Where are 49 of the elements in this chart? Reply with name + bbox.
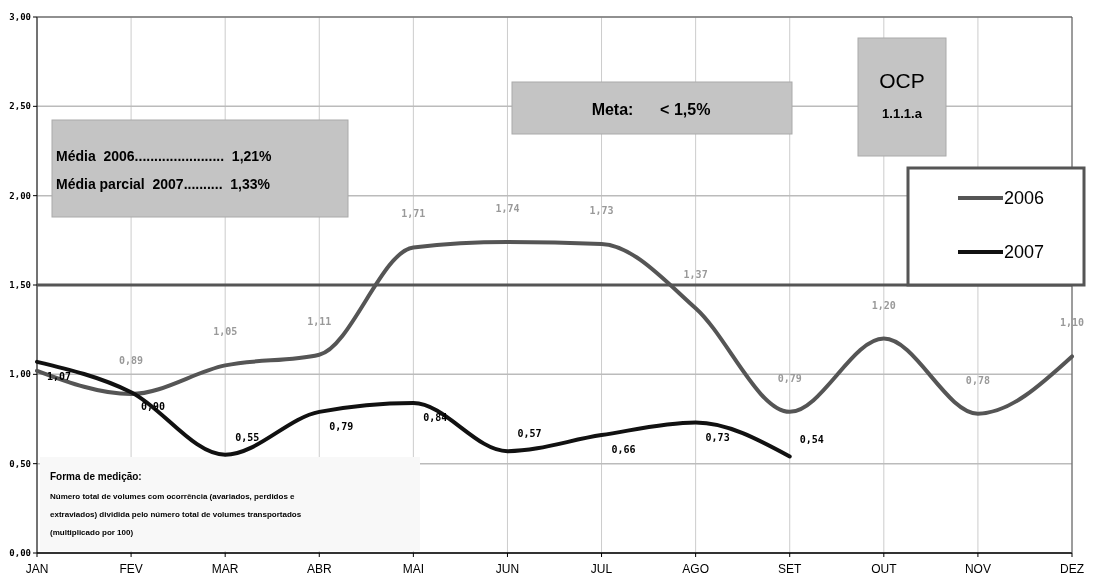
data-label: 0,78 bbox=[965, 374, 990, 386]
data-label: 0,54 bbox=[799, 433, 824, 445]
data-label: 1,20 bbox=[871, 299, 896, 311]
annotation: Número total de volumes com ocorrência (avariados, perdidos e bbox=[50, 492, 296, 501]
data-label: 1,74 bbox=[495, 203, 520, 215]
data-label: 1,71 bbox=[401, 208, 426, 220]
y-tick-label: 3,00 bbox=[9, 12, 31, 23]
data-label: 0,89 bbox=[119, 354, 144, 366]
data-label: 0,57 bbox=[517, 428, 542, 440]
data-label: 1,05 bbox=[213, 326, 238, 338]
text: OCP bbox=[879, 69, 925, 92]
data-label: 1,07 bbox=[46, 370, 72, 382]
annotation: Forma de medição: bbox=[50, 471, 142, 482]
x-tick-label: FEV bbox=[119, 562, 143, 576]
x-tick-label: JUN bbox=[495, 562, 520, 576]
y-tick-label: 1,00 bbox=[9, 369, 31, 380]
data-label: 0,79 bbox=[777, 372, 802, 384]
data-label: 0,66 bbox=[611, 444, 636, 456]
annotation: extraviados) dividida pelo número total de volumes transportados bbox=[50, 510, 302, 519]
x-tick-label: JAN bbox=[25, 562, 49, 576]
data-label: 1,11 bbox=[307, 315, 332, 327]
x-tick-label: NOV bbox=[964, 562, 991, 576]
data-label: 1,73 bbox=[589, 204, 614, 216]
text: 1.1.1.a bbox=[882, 106, 923, 121]
x-tick-label: DEZ bbox=[1060, 562, 1084, 576]
x-tick-label: MAR bbox=[211, 562, 239, 576]
data-label: 0,79 bbox=[329, 420, 354, 432]
y-tick-label: 0,00 bbox=[9, 548, 31, 559]
text-box: Meta: < 1,5% bbox=[511, 81, 793, 135]
data-label: 1,37 bbox=[683, 269, 708, 281]
annotation: Meta: < 1,5% bbox=[591, 101, 711, 118]
annotation: (multiplicado por 100) bbox=[50, 528, 134, 537]
x-tick-label: OUT bbox=[871, 562, 898, 576]
x-tick-label: MAI bbox=[402, 562, 425, 576]
data-label: 0,55 bbox=[235, 431, 260, 443]
data-label: 0,73 bbox=[705, 431, 730, 443]
legend-label: 2006 bbox=[1004, 188, 1045, 209]
x-tick-label: AGO bbox=[682, 562, 709, 576]
y-tick-label: 2,00 bbox=[9, 190, 31, 201]
x-tick-label: SET bbox=[778, 562, 803, 576]
text-box: Média 2006....................... 1,21% Média parcial 2007.......... 1,33% bbox=[51, 119, 349, 218]
annotation: Média parcial 2007.......... 1,33% bbox=[56, 176, 271, 192]
y-tick-label: 0,50 bbox=[9, 458, 31, 469]
y-tick-label: 2,50 bbox=[9, 101, 31, 112]
x-tick-label: JUL bbox=[590, 562, 613, 576]
x-tick-label: ABR bbox=[306, 562, 332, 576]
y-tick-label: 1,50 bbox=[9, 280, 31, 291]
annotation: Média 2006....................... 1,21% bbox=[56, 148, 273, 164]
legend-label: 2007 bbox=[1004, 242, 1045, 263]
